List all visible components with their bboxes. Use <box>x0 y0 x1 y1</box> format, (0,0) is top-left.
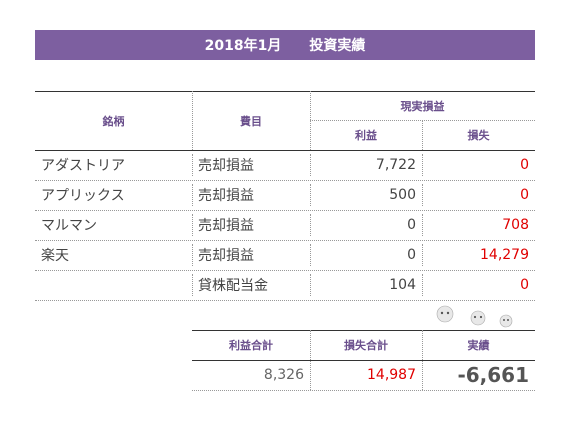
table-cell: 0 <box>520 187 529 203</box>
table-cell: 7,722 <box>375 157 416 173</box>
table-cell: 売却損益 <box>198 188 254 204</box>
divider <box>422 244 423 266</box>
rule <box>192 390 535 391</box>
table-cell: 0 <box>520 157 529 173</box>
table-cell: 売却損益 <box>198 158 254 174</box>
table-cell: アプリックス <box>41 188 125 204</box>
row-rule <box>35 180 535 181</box>
rule <box>192 330 535 331</box>
rule <box>35 150 535 151</box>
divider <box>310 214 311 236</box>
summary-header: 利益合計 <box>229 339 273 352</box>
divider <box>310 330 311 390</box>
table-cell: 0 <box>520 277 529 293</box>
header-cell: 銘柄 <box>102 114 125 128</box>
summary-value: -6,661 <box>457 363 529 387</box>
rule <box>192 360 535 361</box>
divider <box>310 274 311 296</box>
table-cell: 500 <box>389 187 416 203</box>
divider <box>192 184 193 206</box>
header-cell: 損失 <box>467 129 490 142</box>
title-bar: 2018年1月 投資実績 <box>35 30 535 60</box>
table-cell: 0 <box>407 247 416 263</box>
summary-header: 実績 <box>467 339 490 352</box>
table-cell: マルマン <box>41 218 97 234</box>
divider <box>422 330 423 390</box>
table-cell: 14,279 <box>480 247 529 263</box>
table-cell: 708 <box>502 217 529 233</box>
header-cell: 費目 <box>240 114 262 128</box>
summary-header: 損失合計 <box>344 339 388 352</box>
row-rule <box>35 270 535 271</box>
divider <box>192 214 193 236</box>
divider <box>422 184 423 206</box>
rule <box>35 91 535 92</box>
divider <box>422 214 423 236</box>
row-rule <box>35 300 535 301</box>
summary-value: 8,326 <box>263 367 304 383</box>
table-cell: 売却損益 <box>198 248 254 264</box>
divider <box>422 274 423 296</box>
header-cell: 現実損益 <box>400 99 445 113</box>
table-cell: 売却損益 <box>198 218 254 234</box>
divider <box>310 244 311 266</box>
divider <box>192 274 193 296</box>
divider <box>422 154 423 176</box>
divider <box>310 154 311 176</box>
header-cell: 利益 <box>355 129 377 142</box>
divider <box>192 91 193 150</box>
divider <box>192 154 193 176</box>
divider <box>192 244 193 266</box>
table-cell: アダストリア <box>41 158 125 174</box>
summary-value: 14,987 <box>367 367 416 383</box>
row-rule <box>35 240 535 241</box>
divider <box>310 91 311 150</box>
divider <box>422 120 423 150</box>
row-rule <box>35 210 535 211</box>
table-cell: 104 <box>389 277 416 293</box>
sheep-icons <box>436 305 513 328</box>
divider <box>310 184 311 206</box>
table-cell: 貸株配当金 <box>198 278 268 294</box>
table-cell: 0 <box>407 217 416 233</box>
table-cell: 楽天 <box>41 248 69 264</box>
